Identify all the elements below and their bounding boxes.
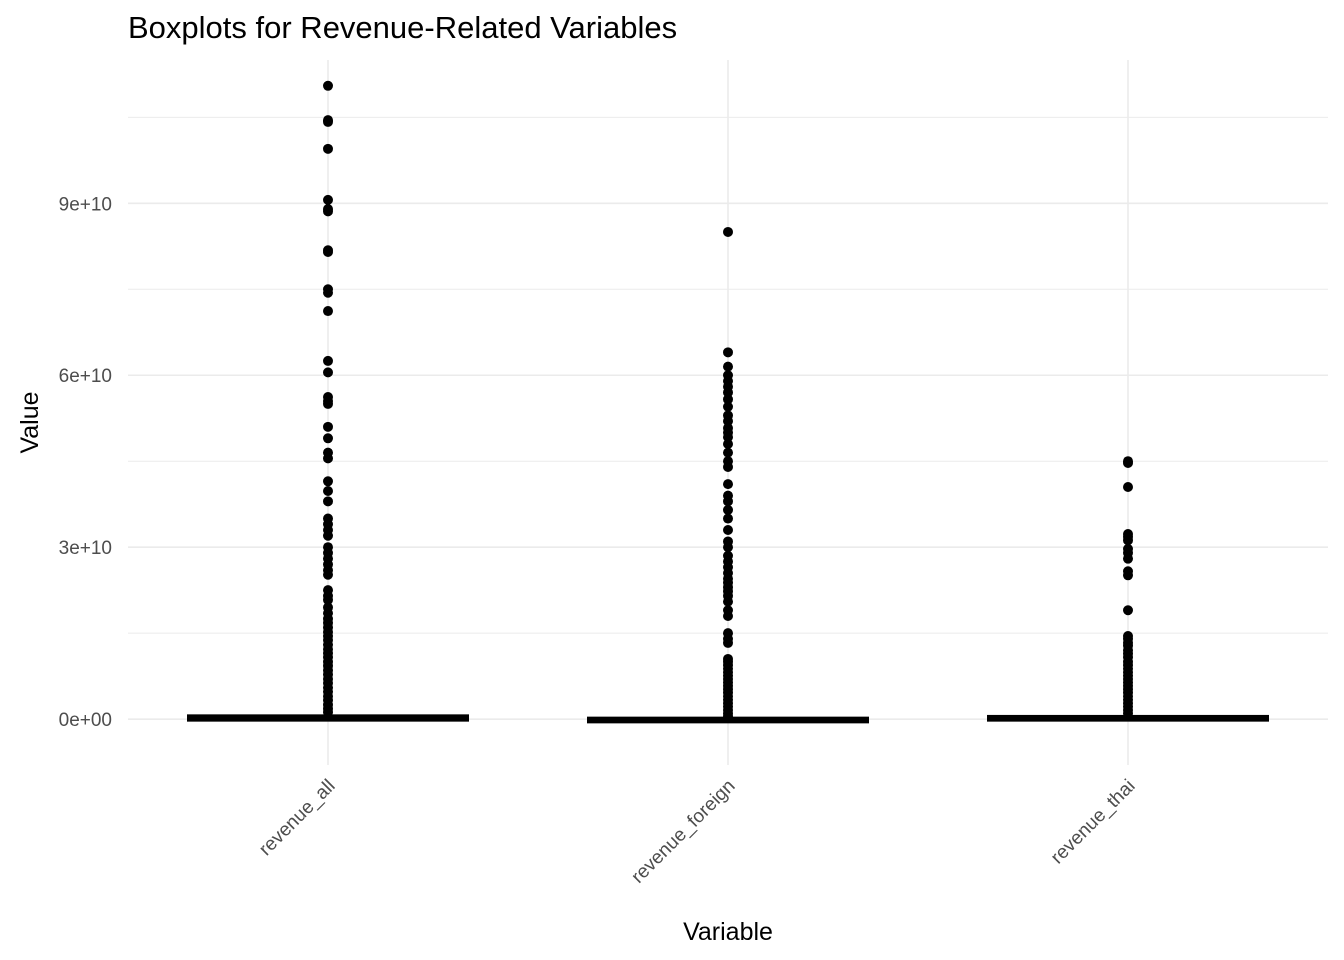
outlier-point — [323, 496, 333, 507]
outlier-point — [323, 707, 333, 718]
outlier-point — [323, 355, 333, 366]
outlier-point — [1123, 570, 1133, 581]
outlier-point — [723, 596, 733, 607]
outlier-point — [323, 194, 333, 205]
outlier-point — [323, 594, 333, 605]
chart-title: Boxplots for Revenue-Related Variables — [128, 10, 678, 45]
outlier-point — [323, 433, 333, 444]
outlier-point — [1123, 553, 1133, 564]
outlier-point — [323, 116, 333, 127]
outlier-point — [323, 569, 333, 580]
outlier-point — [323, 306, 333, 317]
y-tick-label: 9e+10 — [59, 194, 112, 215]
outlier-point — [323, 367, 333, 378]
outlier-point — [323, 453, 333, 464]
outlier-point — [723, 439, 733, 450]
outlier-point — [723, 504, 733, 515]
outlier-point — [723, 637, 733, 648]
outlier-point — [723, 479, 733, 490]
y-tick-label: 3e+10 — [59, 538, 112, 559]
outlier-point — [1123, 482, 1133, 493]
outlier-point — [723, 542, 733, 553]
outlier-point — [323, 247, 333, 258]
x-tick-label: revenue_thai — [1047, 776, 1140, 869]
outlier-point — [723, 711, 733, 722]
x-tick-label: revenue_all — [255, 776, 339, 860]
outlier-point — [323, 486, 333, 497]
y-axis-title: Value — [16, 391, 44, 453]
outlier-point — [1123, 605, 1133, 616]
outlier-point — [723, 610, 733, 621]
outlier-point — [723, 496, 733, 507]
outlier-point — [323, 143, 333, 154]
outlier-point — [723, 226, 733, 237]
boxplot-revenue_foreign — [587, 226, 869, 724]
outlier-point — [723, 447, 733, 458]
outlier-point — [723, 525, 733, 535]
outlier-point — [723, 387, 733, 398]
outlier-point — [723, 347, 733, 358]
y-tick-label: 6e+10 — [59, 366, 112, 387]
x-tick-label: revenue_foreign — [628, 776, 740, 888]
outlier-point — [723, 513, 733, 524]
outlier-point — [723, 401, 733, 412]
outlier-point — [723, 416, 733, 427]
outlier-point — [723, 432, 733, 443]
outlier-point — [323, 206, 333, 217]
boxplot-revenue_all — [187, 80, 469, 722]
outlier-point — [323, 398, 333, 409]
boxplot-revenue_thai — [987, 456, 1269, 722]
x-axis-title: Variable — [683, 918, 773, 946]
outlier-point — [323, 530, 333, 541]
outlier-point — [1123, 535, 1133, 546]
outlier-point — [323, 80, 333, 91]
outlier-point — [723, 461, 733, 472]
outlier-point — [323, 476, 333, 487]
outlier-point — [1123, 457, 1133, 468]
outlier-point — [1123, 708, 1133, 719]
outlier-point — [723, 361, 733, 372]
outlier-point — [723, 394, 733, 405]
y-tick-label: 0e+00 — [59, 710, 112, 731]
outlier-point — [323, 421, 333, 432]
outlier-point — [323, 287, 333, 298]
